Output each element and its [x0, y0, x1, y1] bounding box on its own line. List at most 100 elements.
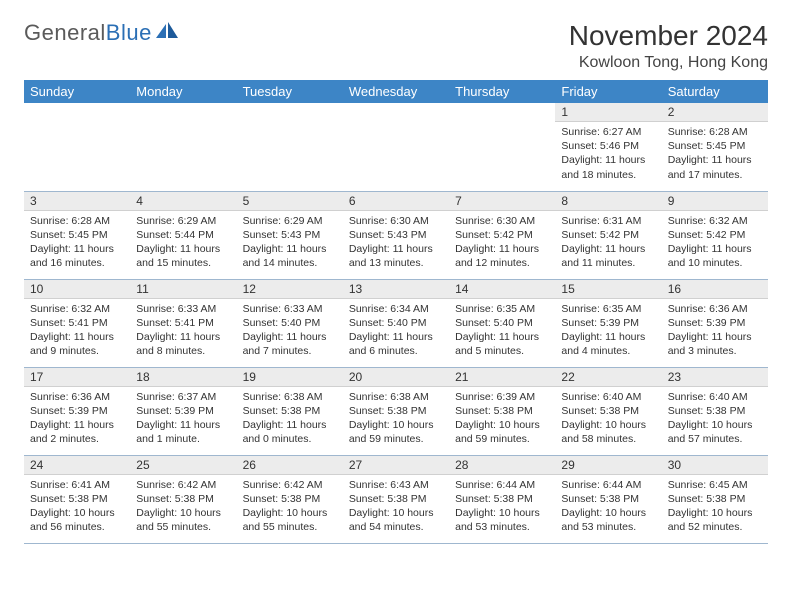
calendar-day-cell: 30Sunrise: 6:45 AMSunset: 5:38 PMDayligh… — [662, 455, 768, 543]
daylight-text: Daylight: 11 hours and 1 minute. — [136, 418, 230, 446]
calendar-day-cell: 12Sunrise: 6:33 AMSunset: 5:40 PMDayligh… — [237, 279, 343, 367]
sunrise-text: Sunrise: 6:28 AM — [30, 214, 124, 228]
day-details: Sunrise: 6:37 AMSunset: 5:39 PMDaylight:… — [130, 387, 236, 451]
sunset-text: Sunset: 5:42 PM — [561, 228, 655, 242]
sunset-text: Sunset: 5:38 PM — [30, 492, 124, 506]
daylight-text: Daylight: 10 hours and 57 minutes. — [668, 418, 762, 446]
sunset-text: Sunset: 5:41 PM — [30, 316, 124, 330]
weekday-header: Wednesday — [343, 80, 449, 103]
calendar-day-cell: 21Sunrise: 6:39 AMSunset: 5:38 PMDayligh… — [449, 367, 555, 455]
calendar-day-cell: 19Sunrise: 6:38 AMSunset: 5:38 PMDayligh… — [237, 367, 343, 455]
daylight-text: Daylight: 10 hours and 52 minutes. — [668, 506, 762, 534]
sunset-text: Sunset: 5:41 PM — [136, 316, 230, 330]
calendar-day-cell: 14Sunrise: 6:35 AMSunset: 5:40 PMDayligh… — [449, 279, 555, 367]
sunrise-text: Sunrise: 6:36 AM — [668, 302, 762, 316]
day-number: 12 — [237, 280, 343, 299]
day-number: 8 — [555, 192, 661, 211]
sunrise-text: Sunrise: 6:38 AM — [243, 390, 337, 404]
brand-logo: GeneralBlue — [24, 20, 178, 46]
daylight-text: Daylight: 11 hours and 16 minutes. — [30, 242, 124, 270]
calendar-day-cell: 2Sunrise: 6:28 AMSunset: 5:45 PMDaylight… — [662, 103, 768, 191]
weekday-header: Sunday — [24, 80, 130, 103]
calendar-day-cell: 15Sunrise: 6:35 AMSunset: 5:39 PMDayligh… — [555, 279, 661, 367]
day-number: 28 — [449, 456, 555, 475]
sunrise-text: Sunrise: 6:35 AM — [561, 302, 655, 316]
weekday-header: Friday — [555, 80, 661, 103]
day-number: 9 — [662, 192, 768, 211]
sunrise-text: Sunrise: 6:30 AM — [349, 214, 443, 228]
daylight-text: Daylight: 10 hours and 59 minutes. — [455, 418, 549, 446]
sunset-text: Sunset: 5:43 PM — [243, 228, 337, 242]
day-details: Sunrise: 6:36 AMSunset: 5:39 PMDaylight:… — [662, 299, 768, 363]
calendar-day-cell: 13Sunrise: 6:34 AMSunset: 5:40 PMDayligh… — [343, 279, 449, 367]
day-details: Sunrise: 6:44 AMSunset: 5:38 PMDaylight:… — [555, 475, 661, 539]
calendar-day-cell: 6Sunrise: 6:30 AMSunset: 5:43 PMDaylight… — [343, 191, 449, 279]
calendar-day-cell: 25Sunrise: 6:42 AMSunset: 5:38 PMDayligh… — [130, 455, 236, 543]
day-details: Sunrise: 6:32 AMSunset: 5:42 PMDaylight:… — [662, 211, 768, 275]
sunset-text: Sunset: 5:38 PM — [561, 404, 655, 418]
calendar-day-cell: 3Sunrise: 6:28 AMSunset: 5:45 PMDaylight… — [24, 191, 130, 279]
calendar-day-cell: 22Sunrise: 6:40 AMSunset: 5:38 PMDayligh… — [555, 367, 661, 455]
weekday-header: Saturday — [662, 80, 768, 103]
calendar-day-cell — [130, 103, 236, 191]
sunset-text: Sunset: 5:38 PM — [561, 492, 655, 506]
sunrise-text: Sunrise: 6:39 AM — [455, 390, 549, 404]
sunrise-text: Sunrise: 6:37 AM — [136, 390, 230, 404]
calendar-day-cell — [237, 103, 343, 191]
day-number: 20 — [343, 368, 449, 387]
sunset-text: Sunset: 5:40 PM — [243, 316, 337, 330]
sunrise-text: Sunrise: 6:33 AM — [243, 302, 337, 316]
sunrise-text: Sunrise: 6:40 AM — [668, 390, 762, 404]
sunset-text: Sunset: 5:43 PM — [349, 228, 443, 242]
calendar-day-cell: 23Sunrise: 6:40 AMSunset: 5:38 PMDayligh… — [662, 367, 768, 455]
daylight-text: Daylight: 11 hours and 12 minutes. — [455, 242, 549, 270]
sunrise-text: Sunrise: 6:41 AM — [30, 478, 124, 492]
calendar-day-cell: 20Sunrise: 6:38 AMSunset: 5:38 PMDayligh… — [343, 367, 449, 455]
calendar-day-cell: 16Sunrise: 6:36 AMSunset: 5:39 PMDayligh… — [662, 279, 768, 367]
day-number: 25 — [130, 456, 236, 475]
day-details: Sunrise: 6:30 AMSunset: 5:42 PMDaylight:… — [449, 211, 555, 275]
day-number: 16 — [662, 280, 768, 299]
calendar-day-cell: 8Sunrise: 6:31 AMSunset: 5:42 PMDaylight… — [555, 191, 661, 279]
daylight-text: Daylight: 11 hours and 18 minutes. — [561, 153, 655, 181]
month-title: November 2024 — [569, 20, 768, 52]
sunrise-text: Sunrise: 6:38 AM — [349, 390, 443, 404]
sunset-text: Sunset: 5:40 PM — [455, 316, 549, 330]
sunset-text: Sunset: 5:45 PM — [668, 139, 762, 153]
day-details: Sunrise: 6:33 AMSunset: 5:40 PMDaylight:… — [237, 299, 343, 363]
day-details: Sunrise: 6:34 AMSunset: 5:40 PMDaylight:… — [343, 299, 449, 363]
brand-name-b: Blue — [106, 20, 152, 45]
sunset-text: Sunset: 5:42 PM — [668, 228, 762, 242]
day-number: 5 — [237, 192, 343, 211]
sunrise-text: Sunrise: 6:42 AM — [243, 478, 337, 492]
calendar-week-row: 3Sunrise: 6:28 AMSunset: 5:45 PMDaylight… — [24, 191, 768, 279]
day-details: Sunrise: 6:35 AMSunset: 5:39 PMDaylight:… — [555, 299, 661, 363]
daylight-text: Daylight: 11 hours and 4 minutes. — [561, 330, 655, 358]
sunset-text: Sunset: 5:40 PM — [349, 316, 443, 330]
day-details: Sunrise: 6:42 AMSunset: 5:38 PMDaylight:… — [130, 475, 236, 539]
day-details: Sunrise: 6:33 AMSunset: 5:41 PMDaylight:… — [130, 299, 236, 363]
weekday-header: Thursday — [449, 80, 555, 103]
day-details: Sunrise: 6:40 AMSunset: 5:38 PMDaylight:… — [662, 387, 768, 451]
sunrise-text: Sunrise: 6:40 AM — [561, 390, 655, 404]
day-details: Sunrise: 6:40 AMSunset: 5:38 PMDaylight:… — [555, 387, 661, 451]
day-details: Sunrise: 6:28 AMSunset: 5:45 PMDaylight:… — [24, 211, 130, 275]
daylight-text: Daylight: 11 hours and 8 minutes. — [136, 330, 230, 358]
daylight-text: Daylight: 10 hours and 53 minutes. — [455, 506, 549, 534]
sunrise-text: Sunrise: 6:27 AM — [561, 125, 655, 139]
calendar-day-cell — [343, 103, 449, 191]
daylight-text: Daylight: 11 hours and 5 minutes. — [455, 330, 549, 358]
day-details: Sunrise: 6:35 AMSunset: 5:40 PMDaylight:… — [449, 299, 555, 363]
day-details: Sunrise: 6:41 AMSunset: 5:38 PMDaylight:… — [24, 475, 130, 539]
daylight-text: Daylight: 11 hours and 2 minutes. — [30, 418, 124, 446]
daylight-text: Daylight: 10 hours and 59 minutes. — [349, 418, 443, 446]
sunrise-text: Sunrise: 6:29 AM — [136, 214, 230, 228]
calendar-day-cell: 26Sunrise: 6:42 AMSunset: 5:38 PMDayligh… — [237, 455, 343, 543]
day-number: 27 — [343, 456, 449, 475]
daylight-text: Daylight: 11 hours and 9 minutes. — [30, 330, 124, 358]
daylight-text: Daylight: 10 hours and 55 minutes. — [243, 506, 337, 534]
day-number: 26 — [237, 456, 343, 475]
day-details: Sunrise: 6:36 AMSunset: 5:39 PMDaylight:… — [24, 387, 130, 451]
sunset-text: Sunset: 5:39 PM — [136, 404, 230, 418]
sunrise-text: Sunrise: 6:33 AM — [136, 302, 230, 316]
